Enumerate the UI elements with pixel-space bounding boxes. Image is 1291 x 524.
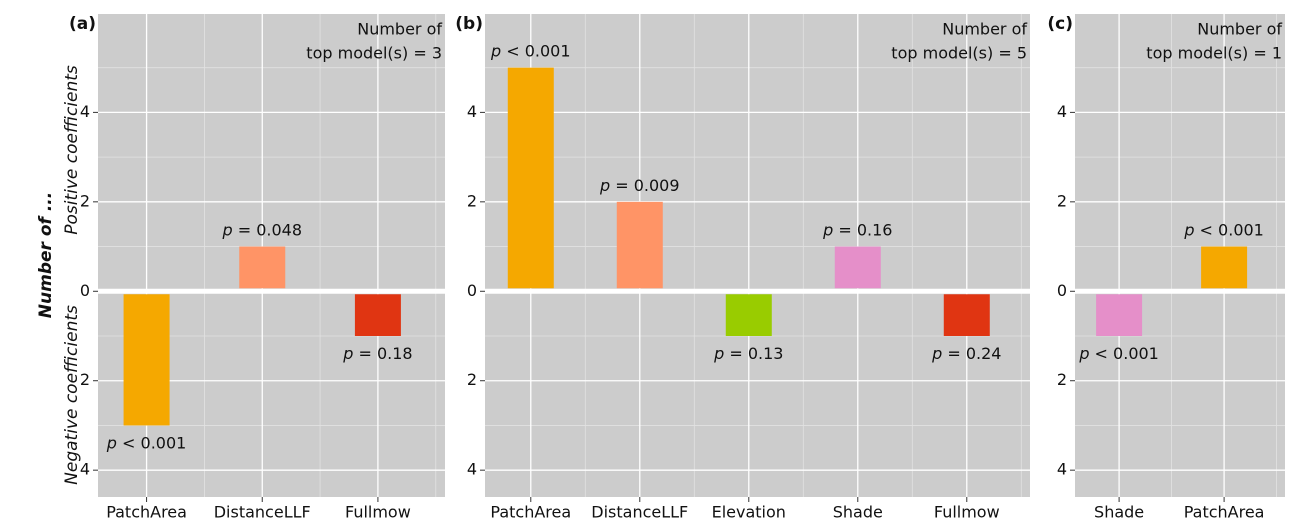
value-label: p < 0.001 — [490, 41, 571, 60]
y-tick-label: 4 — [1057, 460, 1067, 479]
annotation: top model(s) = 1 — [1146, 44, 1282, 63]
x-tick-label: Fullmow — [345, 503, 411, 522]
y-tick-label: 4 — [80, 102, 90, 121]
y-tick-label: 2 — [1057, 191, 1067, 210]
value-label: p = 0.13 — [713, 344, 783, 363]
panel-label: (c) — [1047, 14, 1073, 34]
value-label: p < 0.001 — [1078, 344, 1159, 363]
panel-background — [485, 14, 1030, 497]
y-tick-label: 2 — [80, 370, 90, 389]
annotation: top model(s) = 3 — [306, 44, 442, 63]
annotation: Number of — [942, 20, 1027, 39]
bar — [1096, 294, 1143, 336]
x-tick-label: PatchArea — [106, 503, 187, 522]
x-tick-label: PatchArea — [490, 503, 571, 522]
annotation: Number of — [1197, 20, 1282, 39]
bar — [239, 246, 286, 289]
x-tick-label: Fullmow — [934, 503, 1000, 522]
bar — [725, 294, 772, 336]
annotation: top model(s) = 5 — [891, 44, 1027, 63]
bar — [943, 294, 990, 336]
y-tick-label: 4 — [80, 460, 90, 479]
bar — [1201, 246, 1248, 289]
positive-label: Positive coefficients — [62, 65, 82, 235]
value-label: p = 0.18 — [342, 344, 412, 363]
y-tick-label: 0 — [1057, 281, 1067, 300]
bar — [507, 67, 554, 289]
y-tick-label: 4 — [467, 460, 477, 479]
x-tick-label: Elevation — [712, 503, 786, 522]
y-tick-label: 2 — [467, 191, 477, 210]
value-label: p = 0.009 — [599, 175, 680, 194]
value-label: p < 0.001 — [106, 433, 187, 452]
panel-label: (b) — [455, 14, 483, 34]
x-tick-label: Shade — [833, 503, 883, 522]
x-tick-label: Shade — [1094, 503, 1144, 522]
value-label: p = 0.24 — [931, 344, 1001, 363]
panel-label: (a) — [69, 14, 96, 34]
panel-background — [1075, 14, 1285, 497]
y-tick-label: 4 — [467, 102, 477, 121]
x-tick-label: DistanceLLF — [591, 503, 688, 522]
value-label: p = 0.048 — [221, 220, 302, 239]
bar — [616, 201, 663, 289]
y-tick-label: 2 — [467, 370, 477, 389]
bar — [123, 294, 170, 426]
y-tick-label: 0 — [80, 281, 90, 300]
y-tick-label: 0 — [467, 281, 477, 300]
y-tick-label: 2 — [1057, 370, 1067, 389]
y-tick-label: 4 — [1057, 102, 1067, 121]
value-label: p = 0.16 — [822, 220, 892, 239]
x-tick-label: PatchArea — [1184, 503, 1265, 522]
bar — [354, 294, 401, 336]
x-tick-label: DistanceLLF — [214, 503, 311, 522]
negative-label: Negative coefficients — [62, 305, 82, 485]
bar — [834, 246, 881, 289]
y-axis-label: Number of ... — [36, 192, 56, 318]
y-tick-label: 2 — [80, 191, 90, 210]
annotation: Number of — [357, 20, 442, 39]
value-label: p < 0.001 — [1183, 220, 1264, 239]
